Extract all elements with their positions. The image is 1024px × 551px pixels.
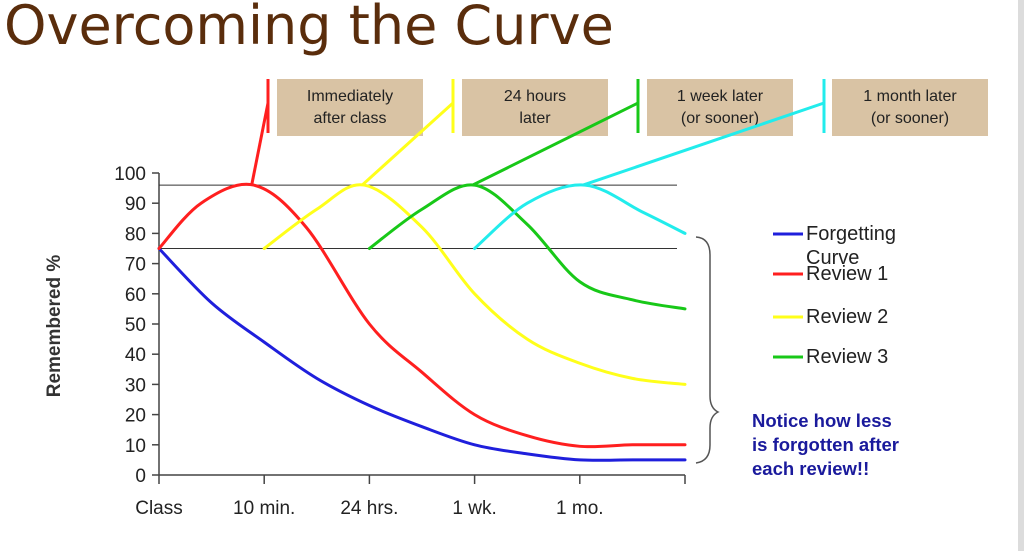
stage-connector	[471, 101, 639, 187]
legend-label: Review 3	[806, 346, 888, 368]
x-tick-label: 1 wk.	[452, 498, 496, 519]
series-forgetting-curve-line	[157, 247, 687, 462]
series-review-2-line	[262, 183, 687, 386]
y-tick-label: 30	[125, 375, 146, 396]
y-axis-label: Remembered %	[44, 255, 65, 398]
x-tick-label: Class	[135, 498, 183, 519]
stage-connector	[250, 102, 270, 186]
x-tick-label: 1 mo.	[556, 498, 604, 519]
stage-box-immediately: Immediately after class	[277, 79, 423, 136]
y-tick-label: 50	[125, 315, 146, 336]
y-tick-label: 70	[125, 255, 146, 276]
slide-title: Overcoming the Curve	[4, 0, 614, 57]
y-tick-label: 10	[125, 436, 146, 457]
y-tick-label: 0	[135, 466, 146, 487]
stage-box-1-month: 1 month later (or sooner)	[832, 79, 988, 136]
y-tick-label: 80	[125, 224, 146, 245]
stage-connector	[361, 101, 455, 187]
legend-label: Review 1	[806, 263, 888, 285]
stage-connector	[582, 101, 825, 187]
y-tick-label: 60	[125, 285, 146, 306]
series-review-4-line	[473, 183, 687, 250]
legend-label: Forgetting Curve	[806, 223, 896, 269]
series-review-3-line	[367, 183, 687, 311]
x-tick-label: 24 hrs.	[340, 498, 398, 519]
y-tick-label: 20	[125, 406, 146, 427]
legend-label: Review 2	[806, 306, 888, 328]
x-tick-label: 10 min.	[233, 498, 295, 519]
series-review-1-line	[157, 182, 687, 449]
stage-box-24-hours: 24 hours later	[462, 79, 608, 136]
note-text: Notice how less is forgotten after each …	[752, 410, 899, 479]
stage-box-1-week: 1 week later (or sooner)	[647, 79, 793, 136]
y-tick-label: 90	[125, 194, 146, 215]
y-tick-label: 40	[125, 345, 146, 366]
y-tick-label: 100	[114, 164, 146, 185]
brace	[695, 236, 720, 464]
slide-edge	[1018, 0, 1024, 551]
